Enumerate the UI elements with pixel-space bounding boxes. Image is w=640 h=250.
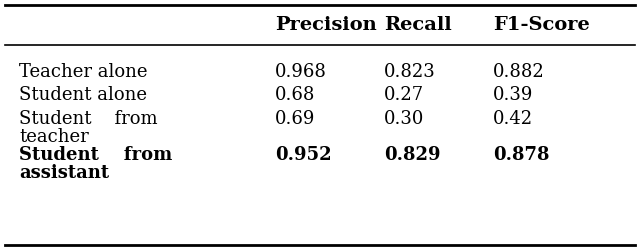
- Text: 0.68: 0.68: [275, 86, 316, 104]
- Text: 0.69: 0.69: [275, 110, 316, 128]
- Text: Precision: Precision: [275, 16, 377, 34]
- Text: 0.30: 0.30: [384, 110, 424, 128]
- Text: 0.882: 0.882: [493, 63, 545, 81]
- Text: 0.968: 0.968: [275, 63, 327, 81]
- Text: 0.829: 0.829: [384, 146, 440, 164]
- Text: 0.823: 0.823: [384, 63, 436, 81]
- Text: 0.952: 0.952: [275, 146, 332, 164]
- Text: 0.878: 0.878: [493, 146, 549, 164]
- Text: 0.27: 0.27: [384, 86, 424, 104]
- Text: Teacher alone: Teacher alone: [19, 63, 148, 81]
- Text: F1-Score: F1-Score: [493, 16, 589, 34]
- Text: Recall: Recall: [384, 16, 452, 34]
- Text: 0.42: 0.42: [493, 110, 533, 128]
- Text: Student alone: Student alone: [19, 86, 147, 104]
- Text: 0.39: 0.39: [493, 86, 533, 104]
- Text: teacher: teacher: [19, 128, 89, 146]
- Text: Student    from: Student from: [19, 146, 172, 164]
- Text: assistant: assistant: [19, 164, 109, 182]
- Text: Student    from: Student from: [19, 110, 158, 128]
